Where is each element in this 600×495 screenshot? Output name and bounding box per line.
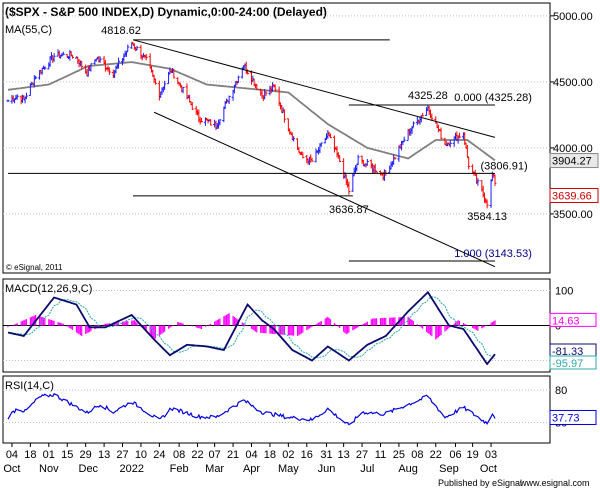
rsi-value-box <box>549 409 597 425</box>
price-value-label: 3639.66 <box>552 190 592 202</box>
price-tick-label: 3500.00 <box>553 209 593 221</box>
macd-line <box>7 290 496 366</box>
macd-value-label: 14.63 <box>552 315 580 327</box>
rsi-layer: 803037.73 <box>7 385 597 430</box>
time-tick-label: 19 <box>466 449 478 461</box>
macd-value-box <box>549 312 597 327</box>
price-panel-frame <box>2 2 551 274</box>
month-label: Jul <box>360 463 374 475</box>
month-label: Apr <box>243 463 260 475</box>
price-annotation: 4325.28 <box>408 90 448 102</box>
rsi-tick-label: 80 <box>555 385 567 397</box>
time-tick-label: 31 <box>320 449 332 461</box>
time-tick-label: 04 <box>6 449 18 461</box>
price-annotation: 3584.13 <box>467 211 507 223</box>
month-label: Feb <box>170 463 189 475</box>
month-label: Sep <box>439 463 459 475</box>
ma-label: MA(55,C) <box>5 24 52 36</box>
time-tick-label: 08 <box>173 449 185 461</box>
time-tick-label: 15 <box>61 449 73 461</box>
price-value-box <box>549 153 599 169</box>
time-tick-label: 07 <box>209 449 221 461</box>
fib-level-label: (3806.91) <box>481 160 528 172</box>
price-axis: 3500.00 4000.00 4500.00 5000.00 3904.27 3639.… <box>549 11 599 221</box>
time-tick-label: 01 <box>43 449 55 461</box>
time-tick-label: 22 <box>191 449 203 461</box>
price-annotation: 4818.62 <box>101 25 141 37</box>
time-tick-label: 27 <box>116 449 128 461</box>
fib-level-label: 1.000 (3143.53) <box>454 248 532 260</box>
time-tick-label: 22 <box>430 449 442 461</box>
rsi-line <box>7 393 496 426</box>
price-value-label: 3904.27 <box>552 156 592 168</box>
time-axis: 04 18 01 15 29 13 27 10 24 08 22 07 21 04 18 02 16 31 13 27… <box>3 443 497 475</box>
time-tick-label: 16 <box>301 449 313 461</box>
annotations-layer: 4818.62 4325.28 3636.87 3584.13 <box>101 25 507 223</box>
time-tick-label: 25 <box>393 449 405 461</box>
time-tick-label: 02 <box>282 449 294 461</box>
time-tick-label: 04 <box>245 449 257 461</box>
grid-layer <box>3 15 550 423</box>
time-tick-label: 18 <box>24 449 36 461</box>
time-tick-label: 08 <box>411 449 423 461</box>
time-tick-label: 18 <box>264 449 276 461</box>
esignal-site: www.esignal.com <box>519 478 590 488</box>
price-value-box <box>549 187 599 203</box>
rsi-title: RSI(14,C) <box>5 380 54 392</box>
published-by: Published by eSignal <box>438 478 522 488</box>
month-label: Aug <box>398 463 418 475</box>
price-tick-label: 5000.00 <box>553 11 593 23</box>
trend-line <box>132 39 496 138</box>
esignal-copyright: © eSignal, 2011 <box>6 263 63 272</box>
fib-level-label: 0.000 (4325.28) <box>454 92 532 104</box>
time-tick-label: 29 <box>80 449 92 461</box>
time-tick-label: 21 <box>227 449 239 461</box>
month-label: Dec <box>79 463 99 475</box>
month-label: Oct <box>480 463 497 475</box>
price-tick-label: 4500.00 <box>553 77 593 89</box>
month-label: 2022 <box>119 463 143 475</box>
price-tick-label: 4000.00 <box>553 143 593 155</box>
chart-title: ($SPX - S&P 500 INDEX,D) Dynamic,0:00-24… <box>5 5 327 19</box>
time-tick-label: 27 <box>356 449 368 461</box>
time-tick-label: 13 <box>98 449 110 461</box>
rsi-value-label: 37.73 <box>552 412 580 424</box>
time-tick-label: 10 <box>135 449 147 461</box>
trend-lines-layer: 0.000 (4325.28) 1.000 (3143.53) (3806.91) <box>8 39 532 268</box>
month-label: Nov <box>39 463 59 475</box>
time-tick-label: 11 <box>375 449 386 461</box>
macd-value-label: -81.33 <box>552 346 583 358</box>
month-label: Jun <box>318 463 336 475</box>
macd-tick-label: 100 <box>555 286 573 298</box>
time-tick-label: 03 <box>485 449 497 461</box>
macd-value-label: -95.97 <box>552 358 583 370</box>
macd-title: MACD(12,26,9,C) <box>5 283 92 295</box>
month-label: Mar <box>205 463 224 475</box>
time-tick-label: 13 <box>338 449 350 461</box>
price-annotation: 3636.87 <box>329 204 369 216</box>
trend-line <box>153 111 496 268</box>
month-label: May <box>278 463 299 475</box>
macd-value-box <box>549 355 597 370</box>
time-tick-label: 06 <box>449 449 461 461</box>
time-tick-label: 24 <box>153 449 165 461</box>
month-label: Oct <box>3 463 20 475</box>
candles-layer <box>6 41 497 209</box>
